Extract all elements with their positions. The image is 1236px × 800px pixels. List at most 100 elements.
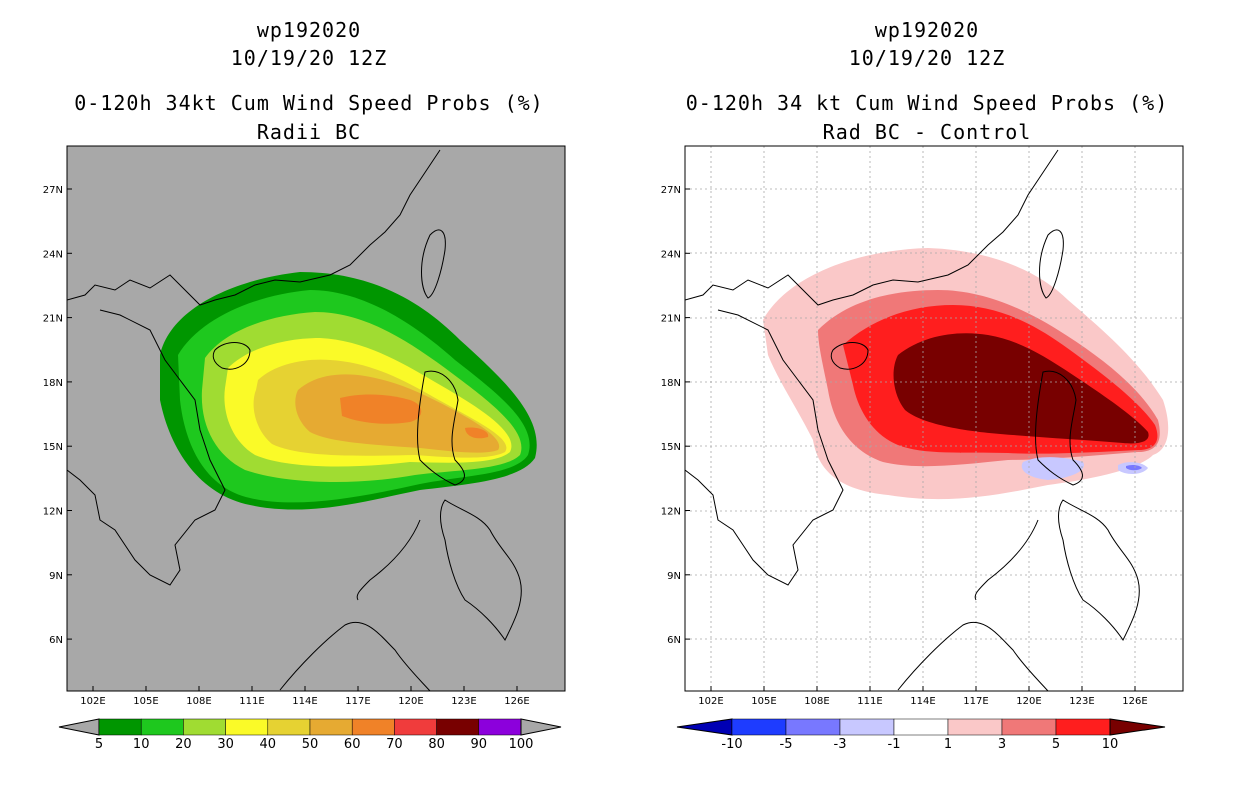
lat-tick-label: 24N	[661, 249, 681, 260]
lon-tick-label: 111E	[239, 696, 264, 707]
lon-tick-label: 126E	[504, 696, 529, 707]
left-panel: wp192020 10/19/20 12Z 0-120h 34kt Cum Wi…	[43, 18, 566, 752]
lat-tick-label: 6N	[667, 635, 681, 646]
colorbar-label: 60	[344, 737, 361, 752]
colorbar-label: 40	[260, 737, 277, 752]
left-probability-contours	[160, 272, 537, 510]
lon-tick-label: 117E	[345, 696, 370, 707]
lon-tick-label: 120E	[398, 696, 423, 707]
lat-tick-label: 27N	[43, 185, 63, 196]
right-coastlines	[685, 149, 1140, 691]
colorbar-right-arrow	[520, 718, 562, 736]
colorbar-label: 3	[998, 737, 1006, 752]
coast-palawan	[974, 519, 1039, 601]
colorbar-label: -5	[780, 737, 793, 752]
coast-indochina	[685, 309, 844, 586]
coast-mainland	[685, 149, 1059, 306]
right-map-frame	[684, 145, 1184, 692]
lat-tick-label: 18N	[43, 378, 63, 389]
lat-tick-label: 27N	[661, 185, 681, 196]
right-title-date: 10/19/20 12Z	[848, 46, 1006, 70]
lat-tick-label: 15N	[661, 442, 681, 453]
lat-tick-label: 9N	[49, 571, 63, 582]
coast-indochina	[67, 309, 226, 586]
lon-tick-label: 120E	[1016, 696, 1041, 707]
colorbar-swatch	[839, 718, 895, 736]
colorbar-label: 70	[386, 737, 403, 752]
left-title-subtitle: Radii BC	[256, 120, 362, 144]
colorbar-left-arrow	[58, 718, 100, 736]
lon-tick-label: 102E	[80, 696, 105, 707]
coast-taiwan	[421, 229, 446, 299]
lon-tick-label: 105E	[751, 696, 776, 707]
colorbar-swatch	[267, 718, 311, 736]
left-coastlines	[67, 149, 522, 691]
right-axis-ticks: 102E 105E 108E 111E 114E 117E 120E 123E 126E 27N 2…	[661, 185, 1148, 707]
left-map-svg: 102E 105E 108E 111E 114E 117E 120E 123E 126E 27N 2…	[43, 145, 566, 752]
lat-tick-label: 15N	[43, 442, 63, 453]
lon-tick-label: 123E	[451, 696, 476, 707]
lon-tick-label: 108E	[804, 696, 829, 707]
colorbar-label: 80	[428, 737, 445, 752]
lat-tick-label: 12N	[43, 507, 63, 518]
colorbar-swatch	[1055, 718, 1111, 736]
colorbar-label: 90	[471, 737, 488, 752]
colorbar-swatch	[394, 718, 437, 736]
colorbar-label: 5	[95, 737, 103, 752]
diff-neg-1	[1021, 457, 1084, 480]
colorbar-swatch	[140, 718, 184, 736]
colorbar-swatch	[478, 718, 522, 736]
left-colorbar: 5 10 20 30 40 50 60 70 80 90 100	[58, 718, 562, 752]
colorbar-swatch	[785, 718, 841, 736]
lat-tick-label: 24N	[43, 249, 63, 260]
lat-tick-label: 12N	[661, 507, 681, 518]
colorbar-left-arrow	[676, 718, 733, 736]
lon-tick-label: 111E	[857, 696, 882, 707]
coast-palawan	[356, 519, 421, 601]
right-gridlines	[685, 146, 1183, 691]
lat-tick-label: 9N	[667, 571, 681, 582]
lat-tick-label: 21N	[43, 314, 63, 325]
coast-hainan	[212, 342, 251, 370]
colorbar-swatch	[351, 718, 395, 736]
diff-neg-3	[1126, 464, 1142, 471]
colorbar-swatch	[183, 718, 226, 736]
right-difference-contours	[763, 248, 1169, 500]
lat-tick-label: 18N	[661, 378, 681, 389]
left-title-date: 10/19/20 12Z	[230, 46, 388, 70]
colorbar-swatch	[893, 718, 949, 736]
colorbar-swatch	[225, 718, 269, 736]
lon-tick-label: 102E	[698, 696, 723, 707]
coast-borneo	[279, 621, 431, 691]
colorbar-label: 20	[175, 737, 192, 752]
colorbar-right-arrow	[1109, 718, 1166, 736]
lat-tick-label: 6N	[49, 635, 63, 646]
colorbar-swatch	[947, 718, 1003, 736]
colorbar-swatch	[309, 718, 353, 736]
lon-tick-label: 126E	[1122, 696, 1147, 707]
colorbar-label: -10	[721, 737, 742, 752]
lon-tick-label: 114E	[910, 696, 935, 707]
coast-mainland	[67, 149, 441, 306]
colorbar-label: 10	[1102, 737, 1119, 752]
lon-tick-label: 108E	[186, 696, 211, 707]
left-axis-ticks: 102E 105E 108E 111E 114E 117E 120E 123E 126E 27N 2…	[43, 185, 530, 707]
colorbar-label: 30	[217, 737, 234, 752]
right-title-subtitle: Rad BC - Control	[822, 120, 1032, 144]
lat-tick-label: 21N	[661, 314, 681, 325]
coast-luzon	[1035, 370, 1083, 486]
colorbar-swatch	[731, 718, 787, 736]
left-title-storm: wp192020	[256, 18, 362, 42]
right-title-product: 0-120h 34 kt Cum Wind Speed Probs (%)	[685, 91, 1169, 115]
right-panel: wp192020 10/19/20 12Z 0-120h 34 kt Cum W…	[618, 0, 1236, 800]
colorbar-label: 50	[302, 737, 319, 752]
colorbar-label: -3	[834, 737, 847, 752]
contour-60b	[465, 427, 489, 439]
colorbar-label: 1	[944, 737, 952, 752]
coast-borneo	[897, 621, 1049, 691]
colorbar-label: 100	[509, 737, 534, 752]
right-colorbar: -10 -5 -3 -1 1 3 5 10	[676, 718, 1166, 752]
right-map-svg: 102E 105E 108E 111E 114E 117E 120E 123E 126E 27N 2…	[661, 145, 1184, 752]
coast-hainan	[830, 342, 869, 370]
coast-visayas	[440, 499, 522, 641]
